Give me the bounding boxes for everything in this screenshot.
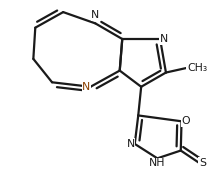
Text: N: N (91, 11, 99, 20)
Text: O: O (182, 116, 190, 126)
Text: CH₃: CH₃ (187, 63, 207, 73)
Text: S: S (199, 158, 206, 168)
Text: N: N (160, 34, 168, 44)
Text: NH: NH (149, 158, 166, 168)
Text: N: N (82, 82, 90, 92)
Text: N: N (126, 139, 135, 149)
